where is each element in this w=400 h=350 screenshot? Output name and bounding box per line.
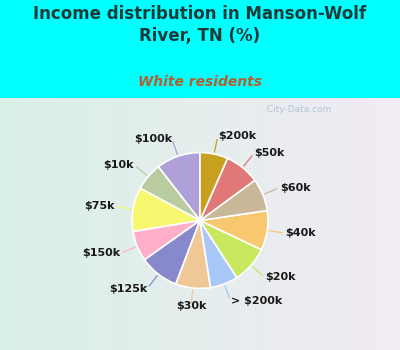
Bar <box>347 98 360 350</box>
Wedge shape <box>200 220 261 278</box>
Text: $20k: $20k <box>265 272 295 282</box>
Wedge shape <box>200 180 267 220</box>
Wedge shape <box>200 210 268 250</box>
Bar <box>27 98 40 350</box>
Bar <box>307 98 320 350</box>
Bar <box>160 98 173 350</box>
Text: $75k: $75k <box>84 201 115 211</box>
Text: $125k: $125k <box>109 284 147 294</box>
Text: $40k: $40k <box>285 228 316 238</box>
Text: $150k: $150k <box>82 248 120 258</box>
Wedge shape <box>176 220 210 288</box>
Bar <box>360 98 373 350</box>
Bar <box>333 98 347 350</box>
Wedge shape <box>132 188 200 232</box>
Text: $60k: $60k <box>280 183 310 193</box>
Bar <box>387 98 400 350</box>
Bar <box>80 98 93 350</box>
Bar <box>0 98 13 350</box>
Bar <box>213 98 227 350</box>
Text: Income distribution in Manson-Wolf
River, TN (%): Income distribution in Manson-Wolf River… <box>34 5 366 46</box>
Bar <box>293 98 307 350</box>
Bar <box>320 98 333 350</box>
Text: > $200k: > $200k <box>231 296 282 306</box>
Bar <box>240 98 253 350</box>
Bar <box>173 98 187 350</box>
Text: $200k: $200k <box>218 131 256 141</box>
Bar <box>227 98 240 350</box>
Bar <box>67 98 80 350</box>
Bar <box>0 98 400 350</box>
Bar <box>187 98 200 350</box>
Text: White residents: White residents <box>138 75 262 89</box>
Bar <box>107 98 120 350</box>
Wedge shape <box>200 220 237 288</box>
Bar <box>13 98 27 350</box>
Bar <box>200 98 213 350</box>
Text: $30k: $30k <box>176 301 206 311</box>
Wedge shape <box>200 153 228 220</box>
Wedge shape <box>144 220 200 284</box>
Wedge shape <box>200 158 255 220</box>
Wedge shape <box>133 220 200 260</box>
Bar <box>373 98 387 350</box>
Bar <box>280 98 293 350</box>
Bar <box>53 98 67 350</box>
Text: City-Data.com: City-Data.com <box>261 105 331 114</box>
Bar <box>133 98 147 350</box>
Bar <box>253 98 267 350</box>
Text: $10k: $10k <box>104 160 134 170</box>
Bar <box>147 98 160 350</box>
Bar <box>40 98 53 350</box>
Wedge shape <box>158 153 200 220</box>
Bar <box>93 98 107 350</box>
Wedge shape <box>140 167 200 220</box>
Bar <box>0 0 400 98</box>
Text: $100k: $100k <box>134 134 172 144</box>
Text: $50k: $50k <box>254 148 284 158</box>
Bar <box>267 98 280 350</box>
Bar <box>120 98 133 350</box>
